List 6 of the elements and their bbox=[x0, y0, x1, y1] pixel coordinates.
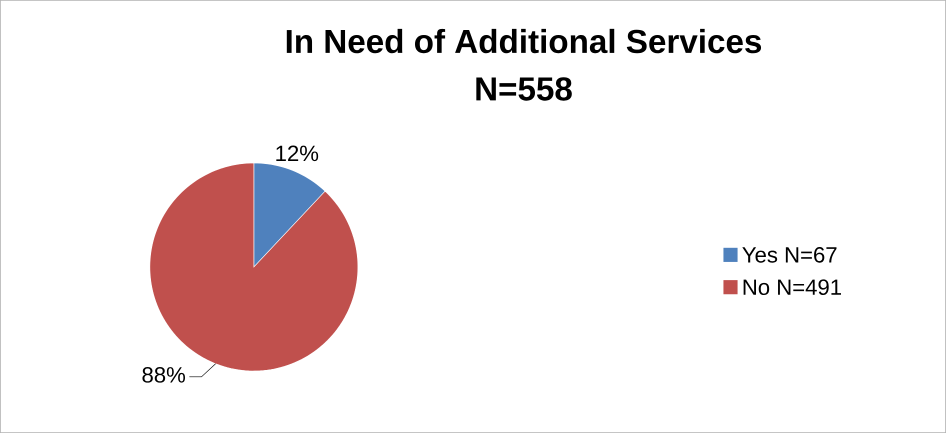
legend-label: No N=491 bbox=[744, 279, 841, 296]
chart-title: In Need of Additional Services bbox=[286, 28, 762, 54]
data-label: 12% bbox=[276, 146, 318, 162]
data-label: 88% bbox=[142, 366, 185, 383]
legend-label: Yes N=67 bbox=[742, 247, 836, 263]
chart-subtitle: N=558 bbox=[476, 77, 572, 101]
